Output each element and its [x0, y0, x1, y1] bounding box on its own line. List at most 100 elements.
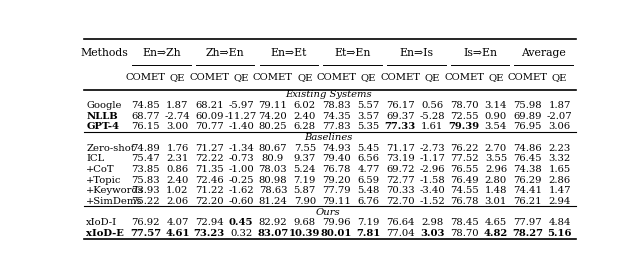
- Text: -0.60: -0.60: [228, 197, 254, 206]
- Text: 74.85: 74.85: [131, 101, 160, 110]
- Text: 10.39: 10.39: [289, 229, 321, 238]
- Text: 77.97: 77.97: [513, 218, 542, 227]
- Text: 76.95: 76.95: [513, 122, 542, 131]
- Text: +Keywords: +Keywords: [86, 186, 144, 195]
- Text: 3.32: 3.32: [548, 154, 571, 163]
- Text: 82.92: 82.92: [259, 218, 287, 227]
- Text: 76.22: 76.22: [450, 144, 478, 153]
- Text: 70.77: 70.77: [195, 122, 223, 131]
- Text: -1.40: -1.40: [228, 122, 254, 131]
- Text: 5.35: 5.35: [357, 122, 380, 131]
- Text: 6.76: 6.76: [358, 197, 380, 206]
- Text: 7.19: 7.19: [357, 218, 380, 227]
- Text: 9.68: 9.68: [294, 218, 316, 227]
- Text: 68.77: 68.77: [131, 112, 160, 121]
- Text: En⇒Zh: En⇒Zh: [142, 48, 180, 58]
- Text: 80.67: 80.67: [259, 144, 287, 153]
- Text: 76.21: 76.21: [513, 197, 542, 206]
- Text: 2.98: 2.98: [421, 218, 444, 227]
- Text: 75.83: 75.83: [131, 176, 160, 185]
- Text: 5.87: 5.87: [294, 186, 316, 195]
- Text: 68.21: 68.21: [195, 101, 223, 110]
- Text: 69.37: 69.37: [386, 112, 415, 121]
- Text: 77.04: 77.04: [386, 229, 415, 238]
- Text: +CoT: +CoT: [86, 165, 115, 174]
- Text: 1.48: 1.48: [484, 186, 507, 195]
- Text: 75.98: 75.98: [513, 101, 542, 110]
- Text: 6.28: 6.28: [294, 122, 316, 131]
- Text: 7.19: 7.19: [294, 176, 316, 185]
- Text: 2.23: 2.23: [548, 144, 571, 153]
- Text: 76.78: 76.78: [323, 165, 351, 174]
- Text: 74.93: 74.93: [323, 144, 351, 153]
- Text: 5.57: 5.57: [357, 101, 380, 110]
- Text: 3.01: 3.01: [484, 197, 507, 206]
- Text: 4.82: 4.82: [484, 229, 508, 238]
- Text: 71.35: 71.35: [195, 165, 223, 174]
- Text: -0.25: -0.25: [228, 176, 254, 185]
- Text: -2.74: -2.74: [164, 112, 190, 121]
- Text: +Topic: +Topic: [86, 176, 122, 185]
- Text: 3.54: 3.54: [484, 122, 507, 131]
- Text: -5.97: -5.97: [228, 101, 254, 110]
- Text: Ours: Ours: [316, 207, 340, 216]
- Text: 72.20: 72.20: [195, 197, 223, 206]
- Text: 72.77: 72.77: [386, 176, 415, 185]
- Text: Existing Systems: Existing Systems: [285, 90, 371, 99]
- Text: 4.61: 4.61: [165, 229, 189, 238]
- Text: En⇒Et: En⇒Et: [271, 48, 307, 58]
- Text: 77.33: 77.33: [385, 122, 416, 131]
- Text: -2.07: -2.07: [547, 112, 572, 121]
- Text: 1.02: 1.02: [166, 186, 189, 195]
- Text: 5.48: 5.48: [357, 186, 380, 195]
- Text: 74.35: 74.35: [323, 112, 351, 121]
- Text: 79.11: 79.11: [259, 101, 287, 110]
- Text: 5.45: 5.45: [357, 144, 380, 153]
- Text: 79.20: 79.20: [323, 176, 351, 185]
- Text: COMET: COMET: [317, 73, 356, 82]
- Text: 69.72: 69.72: [386, 165, 415, 174]
- Text: xIoD-E: xIoD-E: [86, 229, 124, 238]
- Text: 72.70: 72.70: [386, 197, 415, 206]
- Text: Baselines: Baselines: [304, 133, 352, 142]
- Text: 6.59: 6.59: [357, 176, 380, 185]
- Text: 80.01: 80.01: [321, 229, 352, 238]
- Text: 70.33: 70.33: [386, 186, 415, 195]
- Text: 76.55: 76.55: [450, 165, 478, 174]
- Text: 4.77: 4.77: [357, 165, 380, 174]
- Text: 74.41: 74.41: [513, 186, 542, 195]
- Text: 76.49: 76.49: [450, 176, 478, 185]
- Text: 78.70: 78.70: [450, 229, 478, 238]
- Text: COMET: COMET: [125, 73, 166, 82]
- Text: 73.23: 73.23: [194, 229, 225, 238]
- Text: -2.73: -2.73: [419, 144, 445, 153]
- Text: 1.87: 1.87: [548, 101, 571, 110]
- Text: 1.47: 1.47: [548, 186, 571, 195]
- Text: COMET: COMET: [508, 73, 548, 82]
- Text: 2.96: 2.96: [485, 165, 507, 174]
- Text: GPT-4: GPT-4: [86, 122, 119, 131]
- Text: 74.89: 74.89: [131, 144, 160, 153]
- Text: 76.64: 76.64: [386, 218, 415, 227]
- Text: 74.55: 74.55: [450, 186, 479, 195]
- Text: -1.52: -1.52: [419, 197, 445, 206]
- Text: 71.22: 71.22: [195, 186, 223, 195]
- Text: 76.45: 76.45: [513, 154, 542, 163]
- Text: 79.39: 79.39: [449, 122, 479, 131]
- Text: +SimDems: +SimDems: [86, 197, 143, 206]
- Text: 2.40: 2.40: [294, 112, 316, 121]
- Text: COMET: COMET: [253, 73, 293, 82]
- Text: 4.84: 4.84: [548, 218, 571, 227]
- Text: QE: QE: [552, 73, 567, 82]
- Text: 72.46: 72.46: [195, 176, 223, 185]
- Text: ICL: ICL: [86, 154, 104, 163]
- Text: 80.98: 80.98: [259, 176, 287, 185]
- Text: 71.27: 71.27: [195, 144, 223, 153]
- Text: Zh⇒En: Zh⇒En: [206, 48, 244, 58]
- Text: COMET: COMET: [380, 73, 420, 82]
- Text: 79.40: 79.40: [323, 154, 351, 163]
- Text: 77.83: 77.83: [323, 122, 351, 131]
- Text: QE: QE: [297, 73, 312, 82]
- Text: 76.92: 76.92: [131, 218, 160, 227]
- Text: 2.06: 2.06: [166, 197, 188, 206]
